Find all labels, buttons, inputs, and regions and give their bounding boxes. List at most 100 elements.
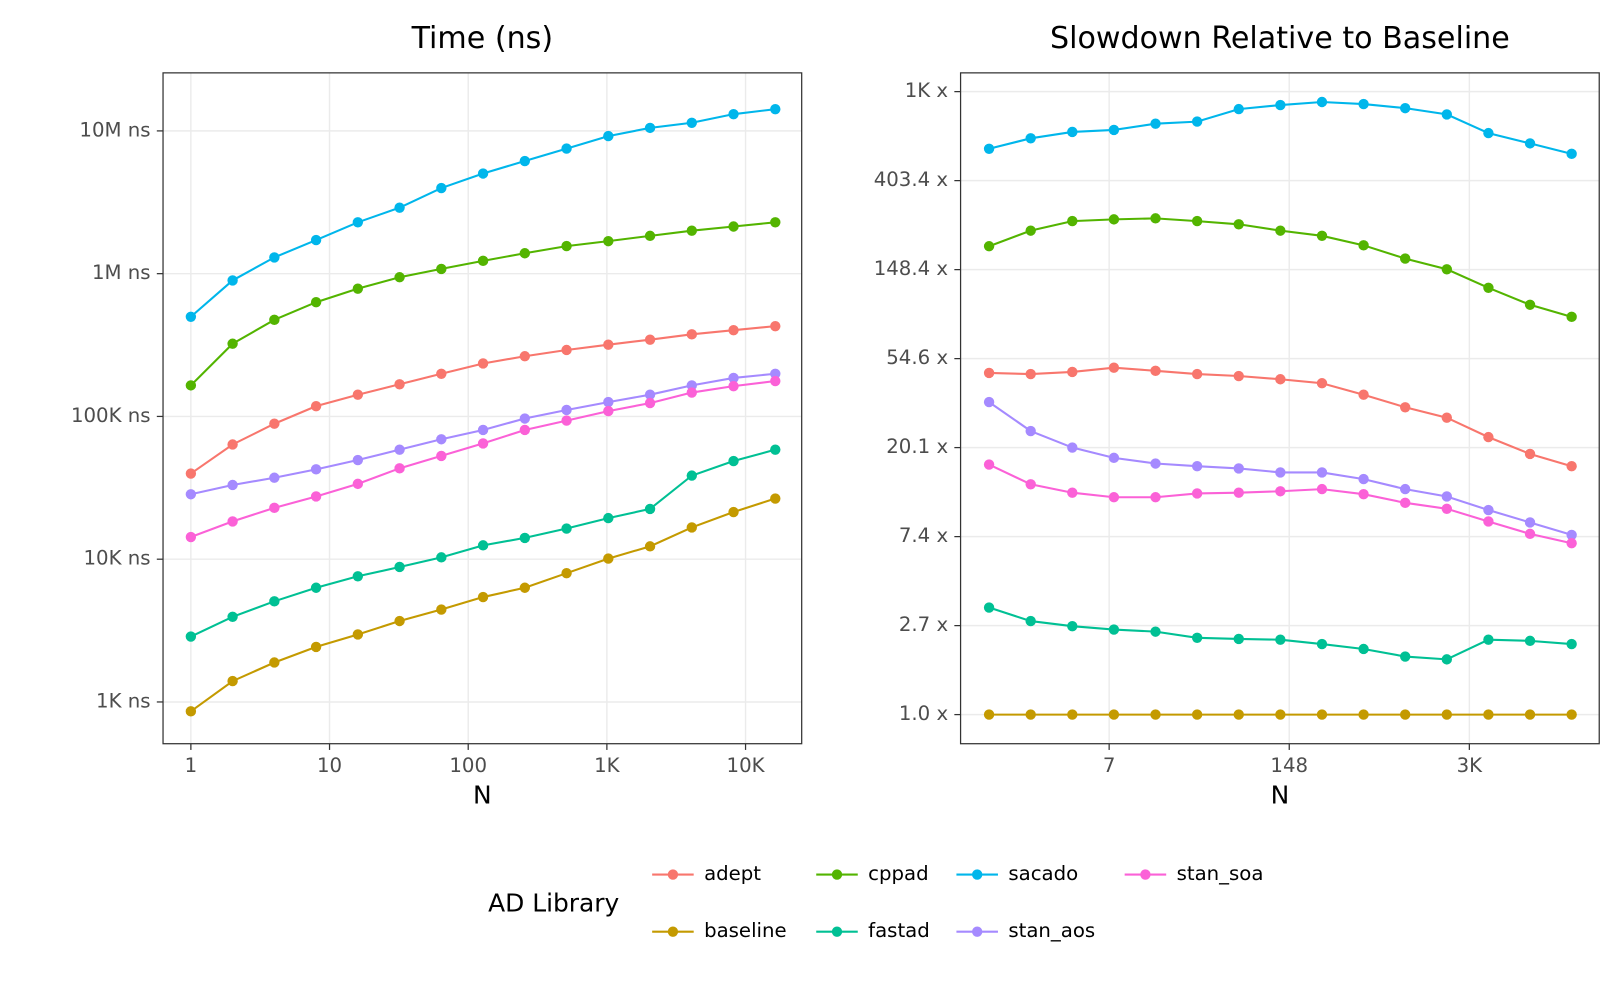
data-point [1316,96,1328,108]
data-point [519,351,531,362]
data-point [1233,463,1244,474]
data-point [1233,370,1244,382]
data-point [1566,311,1577,323]
y-tick-label: 148.4 x [874,257,949,280]
data-point [603,512,614,524]
data-point [1316,378,1328,389]
data-point [728,372,739,384]
data-point [1483,127,1494,139]
y-tick-label: 100K ns [71,404,151,427]
data-point [352,478,364,490]
data-point [310,641,322,653]
data-point [1108,492,1120,503]
data-point [1358,389,1369,400]
data-point [269,502,280,514]
data-point [519,413,531,424]
data-point [436,263,447,275]
data-point [1191,488,1203,499]
data-point [561,404,572,416]
data-point [227,439,238,450]
y-tick-label: 1K x [905,79,949,102]
data-point [983,241,995,252]
data-point [227,338,238,349]
y-tick-label: 20.1 x [886,435,948,458]
data-point [1150,626,1161,637]
data-point [477,591,489,603]
data-point [519,582,531,593]
data-point [1108,214,1120,225]
data-point [1067,709,1078,720]
data-point [1441,491,1453,502]
data-point [1067,366,1078,378]
data-point [1316,709,1328,720]
data-point [1483,634,1494,645]
data-point [1150,213,1161,224]
data-point [603,130,614,142]
data-point [310,464,322,475]
data-point [1191,215,1203,227]
data-point [227,611,238,622]
legend-key-point [1140,869,1151,880]
data-point [1025,615,1036,627]
data-point [1566,148,1577,160]
data-point [686,380,697,391]
data-point [1358,240,1369,251]
legend-key-point [831,869,843,880]
x-tick-label: 1K [594,754,621,777]
legend-key-point [972,926,983,937]
data-point [185,311,197,322]
data-point [269,252,280,263]
data-point [1025,225,1036,236]
data-point [436,604,447,615]
data-point [394,463,405,474]
data-point [983,367,995,379]
data-point [1108,709,1120,720]
data-point [394,202,405,213]
data-point [1524,299,1536,310]
data-point [1233,487,1244,498]
data-point [983,396,995,408]
x-tick-label: 100 [449,754,487,777]
y-tick-label: 54.6 x [886,346,948,369]
data-point [1566,709,1577,720]
data-point [185,489,197,500]
data-point [1150,118,1161,129]
data-point [310,400,322,412]
data-point [686,470,697,481]
data-point [394,444,405,455]
data-point [1566,461,1577,472]
data-point [310,234,322,246]
data-point [1067,442,1078,453]
data-point [1524,709,1536,720]
legend-label: fastad [868,919,930,942]
data-point [1441,264,1453,275]
data-point [1067,487,1078,498]
y-tick-label: 2.7 x [899,613,949,636]
legend-label: cppad [868,862,928,885]
data-point [1233,633,1244,645]
data-point [1025,479,1036,490]
plot-background [163,72,802,744]
y-tick-label: 10M ns [79,118,150,141]
data-point [1400,497,1411,509]
data-point [477,438,489,449]
data-point [1150,458,1161,469]
data-point [686,522,697,533]
data-point [644,397,656,409]
data-point [1400,253,1411,264]
data-point [983,709,995,720]
data-point [770,375,781,387]
data-point [686,329,697,340]
data-point [436,182,447,194]
x-tick-label: 10K [727,754,766,777]
data-point [1150,709,1161,720]
data-point [728,380,739,392]
data-point [352,217,364,228]
data-point [185,631,197,642]
y-tick-label: 10K ns [84,547,151,570]
data-point [1025,133,1036,144]
data-point [1441,109,1453,120]
data-point [561,143,572,154]
data-point [1524,635,1536,647]
legend-label: sacado [1008,862,1078,885]
